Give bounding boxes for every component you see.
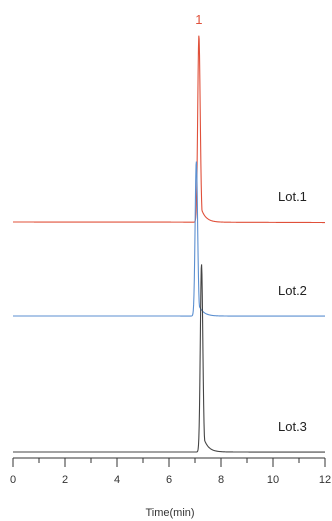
labels-layer: Lot.1 Lot.2 Lot.3 1	[195, 12, 307, 434]
peak-annotation: 1	[195, 12, 202, 27]
x-tick-label: 2	[62, 474, 68, 486]
x-tick-label: 10	[267, 474, 279, 486]
x-tick-label: 0	[10, 474, 16, 486]
x-tick-label: 6	[166, 474, 172, 486]
series-label-lot-2: Lot.2	[278, 283, 307, 298]
x-axis: 0 2 4 6 8 10 12	[10, 458, 331, 486]
series-label-lot-3: Lot.3	[278, 419, 307, 434]
x-tick-label: 12	[319, 474, 331, 486]
x-tick-label: 8	[218, 474, 224, 486]
x-tick-label: 4	[114, 474, 120, 486]
traces-layer	[13, 36, 325, 452]
series-label-lot-1: Lot.1	[278, 189, 307, 204]
x-axis-label: Time(min)	[145, 507, 194, 519]
